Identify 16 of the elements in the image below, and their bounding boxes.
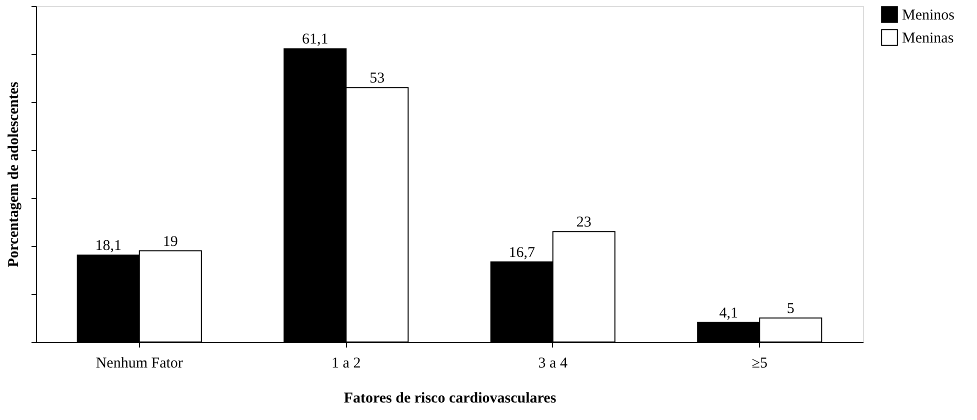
- data-label: 18,1: [95, 238, 122, 254]
- x-tick-label: Nenhum Fator: [96, 356, 183, 372]
- legend-label: Meninas: [902, 30, 954, 46]
- data-label: 5: [786, 301, 794, 317]
- x-tick-label: ≥5: [752, 356, 768, 372]
- legend-label: Meninos: [902, 8, 955, 24]
- x-axis-title: Fatores de risco cardiovasculares: [344, 390, 556, 406]
- data-label: 61,1: [302, 32, 328, 48]
- x-tick-label: 1 a 2: [332, 356, 361, 372]
- x-tick-label: 3 a 4: [538, 356, 568, 372]
- y-axis-title: Porcentagem de adolescentes: [6, 82, 22, 268]
- data-label: 23: [576, 214, 592, 231]
- data-label: 4,1: [719, 305, 738, 322]
- data-label: 53: [370, 70, 385, 87]
- data-label: 16,7: [508, 244, 536, 261]
- data-label: 19: [162, 234, 178, 250]
